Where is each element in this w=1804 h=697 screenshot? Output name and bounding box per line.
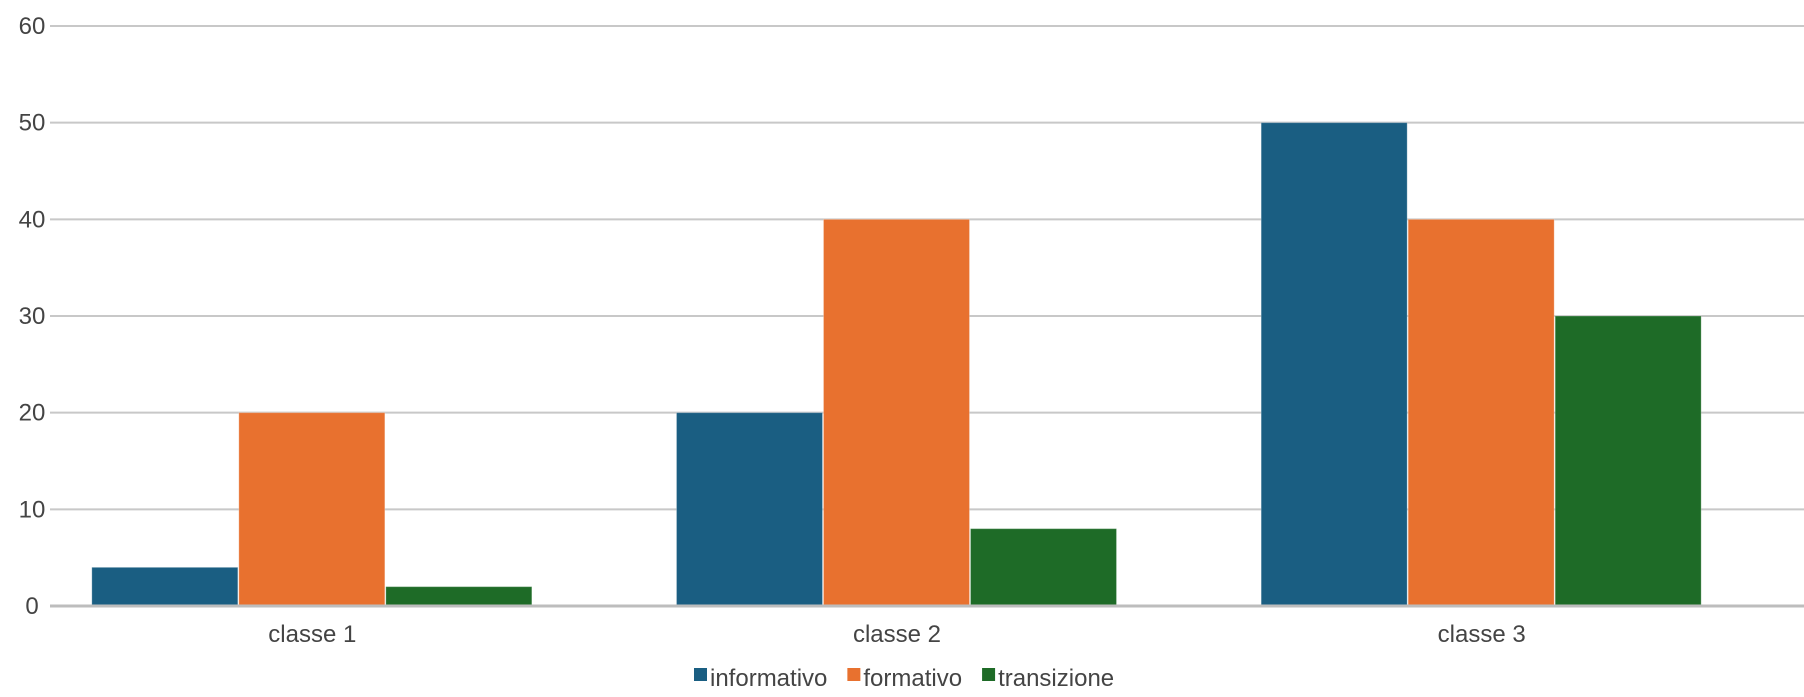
legend: informativo formativo transizione: [694, 665, 1114, 692]
x-category-label: classe 3: [1438, 621, 1526, 648]
y-tick-label: 40: [19, 206, 46, 233]
bar-transizione-classe-2: [970, 528, 1117, 607]
legend-swatch: [694, 668, 707, 681]
legend-label: formativo: [863, 665, 962, 692]
legend-swatch: [847, 668, 861, 681]
x-category-label: classe 1: [268, 621, 356, 648]
bar-informativo-classe-1: [91, 566, 239, 607]
y-tick-label: 60: [19, 13, 46, 40]
bar-formativo-classe-3: [1407, 218, 1555, 607]
y-tick-label: 30: [19, 303, 46, 330]
legend-label: informativo: [710, 665, 827, 692]
bar-formativo-classe-1: [238, 412, 386, 607]
y-tick-label: 20: [19, 400, 46, 427]
y-tick-label: 10: [19, 496, 46, 523]
bar-informativo-classe-3: [1260, 122, 1408, 607]
bar-informativo-classe-2: [676, 412, 823, 607]
bar-transizione-classe-3: [1554, 315, 1702, 607]
y-tick-label: 50: [19, 110, 46, 137]
bars: [91, 122, 1702, 607]
x-axis-labels: classe 1 classe 2 classe 3: [268, 621, 1525, 648]
legend-label: transizione: [998, 665, 1114, 692]
bar-formativo-classe-2: [823, 218, 970, 607]
x-category-label: classe 2: [853, 621, 941, 648]
y-tick-label: 0: [25, 593, 38, 620]
legend-swatch: [982, 668, 996, 681]
bar-transizione-classe-1: [385, 586, 533, 607]
y-axis-ticks: 0 10 20 30 40 50 60: [19, 13, 46, 620]
